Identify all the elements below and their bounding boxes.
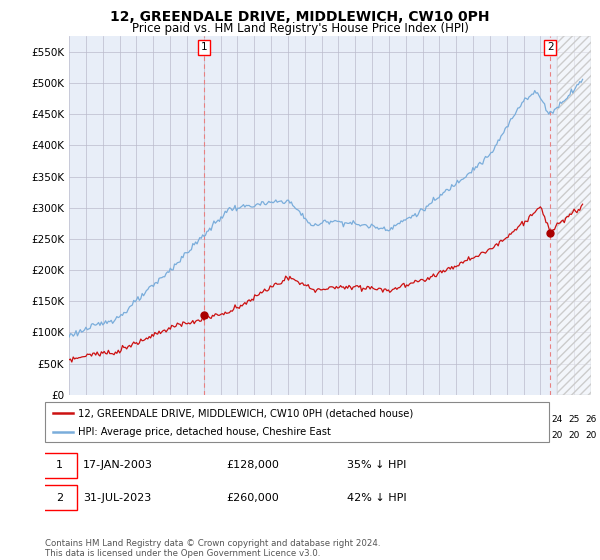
Text: 19: 19: [131, 431, 142, 440]
FancyBboxPatch shape: [43, 453, 77, 478]
Text: 20: 20: [316, 431, 327, 440]
Text: 20: 20: [299, 431, 310, 440]
FancyBboxPatch shape: [45, 402, 549, 442]
Text: 20: 20: [451, 431, 462, 440]
Text: 26: 26: [586, 414, 596, 423]
Text: 23: 23: [535, 414, 546, 423]
Text: 19: 19: [97, 431, 109, 440]
Text: 20: 20: [383, 431, 395, 440]
Text: 01: 01: [164, 414, 176, 423]
Text: 04: 04: [215, 414, 226, 423]
Text: 20: 20: [215, 431, 226, 440]
Text: 1: 1: [56, 460, 63, 470]
Text: 20: 20: [417, 431, 428, 440]
Text: 20: 20: [501, 431, 512, 440]
Text: 22: 22: [518, 414, 529, 423]
Text: 20: 20: [434, 431, 445, 440]
Text: 99: 99: [131, 414, 142, 423]
Text: 20: 20: [367, 431, 378, 440]
Text: 13: 13: [367, 414, 378, 423]
Text: 2: 2: [56, 493, 63, 502]
Text: £260,000: £260,000: [226, 493, 279, 502]
Text: 20: 20: [484, 414, 496, 423]
Text: 97: 97: [97, 414, 109, 423]
Text: 20: 20: [518, 431, 529, 440]
Text: 12, GREENDALE DRIVE, MIDDLEWICH, CW10 0PH: 12, GREENDALE DRIVE, MIDDLEWICH, CW10 0P…: [110, 10, 490, 24]
Text: 1: 1: [201, 42, 208, 52]
Text: 20: 20: [248, 431, 260, 440]
Text: 00: 00: [148, 414, 159, 423]
Text: 42% ↓ HPI: 42% ↓ HPI: [347, 493, 407, 502]
Text: 10: 10: [316, 414, 328, 423]
Text: Contains HM Land Registry data © Crown copyright and database right 2024.
This d: Contains HM Land Registry data © Crown c…: [45, 539, 380, 558]
Text: HPI: Average price, detached house, Cheshire East: HPI: Average price, detached house, Ches…: [78, 427, 331, 437]
Text: 20: 20: [568, 431, 580, 440]
Text: 2: 2: [547, 42, 554, 52]
Text: 07: 07: [265, 414, 277, 423]
Text: 31-JUL-2023: 31-JUL-2023: [83, 493, 151, 502]
Text: 24: 24: [551, 414, 563, 423]
Text: 19: 19: [467, 414, 479, 423]
Text: 09: 09: [299, 414, 310, 423]
Text: 20: 20: [535, 431, 546, 440]
Text: 20: 20: [400, 431, 412, 440]
Text: 98: 98: [114, 414, 125, 423]
Text: 05: 05: [232, 414, 243, 423]
Text: 20: 20: [586, 431, 596, 440]
Text: 06: 06: [248, 414, 260, 423]
Text: 20: 20: [148, 431, 159, 440]
Text: 96: 96: [80, 414, 92, 423]
Text: 08: 08: [282, 414, 293, 423]
Text: 02: 02: [181, 414, 193, 423]
Text: 20: 20: [282, 431, 293, 440]
Text: 21: 21: [501, 414, 512, 423]
Text: 17: 17: [434, 414, 445, 423]
Text: 20: 20: [265, 431, 277, 440]
Text: 17-JAN-2003: 17-JAN-2003: [83, 460, 152, 470]
Text: 14: 14: [383, 414, 395, 423]
Text: 19: 19: [80, 431, 92, 440]
Text: 35% ↓ HPI: 35% ↓ HPI: [347, 460, 407, 470]
Text: 15: 15: [400, 414, 412, 423]
Text: 25: 25: [568, 414, 580, 423]
Text: 20: 20: [181, 431, 193, 440]
Text: 12, GREENDALE DRIVE, MIDDLEWICH, CW10 0PH (detached house): 12, GREENDALE DRIVE, MIDDLEWICH, CW10 0P…: [78, 408, 413, 418]
Text: 20: 20: [484, 431, 496, 440]
Text: 19: 19: [114, 431, 125, 440]
Text: 11: 11: [332, 414, 344, 423]
Text: 20: 20: [551, 431, 563, 440]
Text: 20: 20: [164, 431, 176, 440]
Text: 20: 20: [232, 431, 243, 440]
Text: 20: 20: [333, 431, 344, 440]
Text: 20: 20: [350, 431, 361, 440]
Text: 95: 95: [63, 414, 75, 423]
Text: 12: 12: [350, 414, 361, 423]
Text: 16: 16: [417, 414, 428, 423]
Text: 19: 19: [63, 431, 75, 440]
Text: £128,000: £128,000: [226, 460, 280, 470]
Text: 20: 20: [198, 431, 209, 440]
Text: Price paid vs. HM Land Registry's House Price Index (HPI): Price paid vs. HM Land Registry's House …: [131, 22, 469, 35]
Text: 20: 20: [467, 431, 479, 440]
FancyBboxPatch shape: [43, 486, 77, 510]
Text: 03: 03: [198, 414, 209, 423]
Text: 18: 18: [451, 414, 462, 423]
